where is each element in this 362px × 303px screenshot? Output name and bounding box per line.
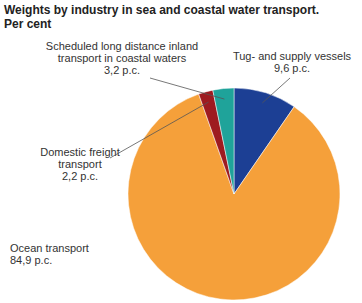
- category-label: Tug- and supply vessels: [233, 50, 352, 62]
- category-label: Scheduled long distance inlandtransport …: [46, 40, 198, 64]
- leader-line: [150, 78, 224, 99]
- leader-line: [262, 78, 290, 103]
- pie: [128, 88, 340, 300]
- category-label: Ocean transport: [10, 242, 89, 254]
- subtitle: Per cent: [4, 17, 51, 31]
- category-label: Domestic freighttransport: [40, 146, 119, 170]
- title: Weights by industry in sea and coastal w…: [4, 3, 319, 17]
- data-label: 9,6 p.c.: [274, 62, 310, 74]
- data-label: 3,2 p.c.: [104, 64, 140, 76]
- data-label: 84,9 p.c.: [10, 254, 52, 266]
- data-label: 2,2 p.c.: [62, 170, 98, 182]
- slice: [213, 88, 234, 194]
- leader-line: [110, 102, 209, 158]
- labels: Tug- and supply vessels9,6 p.c. Ocean tra…: [10, 40, 352, 266]
- chart: Weights by industry in sea and coastal w…: [0, 0, 362, 303]
